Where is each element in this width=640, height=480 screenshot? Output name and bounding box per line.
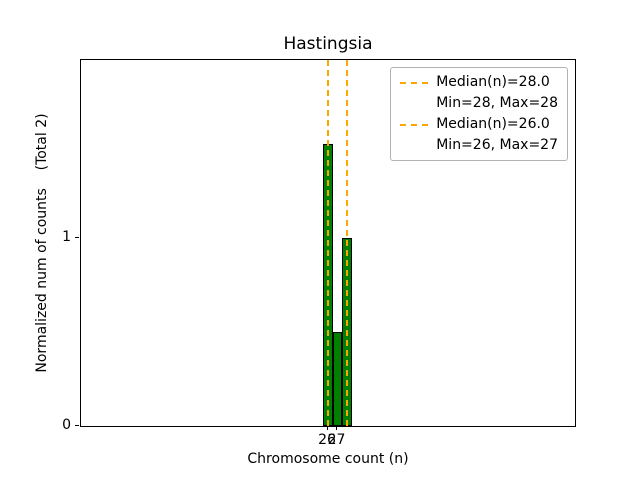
histogram-bar <box>332 332 343 426</box>
x-tick-mark <box>326 426 328 430</box>
chart-title: Hastingsia <box>283 34 373 54</box>
x-axis-label: Chromosome count (n) <box>247 451 409 467</box>
y-tick-mark <box>75 424 79 426</box>
legend-label: Median(n)=28.0 <box>436 74 550 90</box>
x-tick-label: 27 <box>327 432 346 448</box>
y-tick-mark <box>75 236 79 238</box>
legend-label: Median(n)=26.0 <box>436 116 550 132</box>
y-tick-label: 1 <box>62 229 71 246</box>
legend-entry: Median(n)=28.0 <box>400 74 558 91</box>
legend-entry: Min=26, Max=27 <box>400 137 558 154</box>
median-dashed-line <box>346 60 348 426</box>
legend-entry: Min=28, Max=28 <box>400 95 558 112</box>
legend-label: Min=28, Max=28 <box>436 95 558 111</box>
legend-entry: Median(n)=26.0 <box>400 116 558 133</box>
plot-area: Median(n)=28.0 Min=28, Max=28 Median(n)=26… <box>80 59 576 427</box>
median-lines-layer <box>81 60 575 426</box>
median-dashed-line-sample <box>400 123 429 126</box>
x-tick-label: 26 <box>318 432 336 448</box>
legend: Median(n)=28.0 Min=28, Max=28 Median(n)=26… <box>390 67 568 161</box>
y-tick-label: 0 <box>62 417 71 433</box>
legend-label: Min=26, Max=27 <box>436 137 558 153</box>
median-dashed-line-sample <box>400 81 429 84</box>
x-tick-mark <box>336 426 337 430</box>
y-axis-label: Normalized num of counts (Total 2) <box>34 113 50 373</box>
median-dashed-line <box>327 60 329 426</box>
